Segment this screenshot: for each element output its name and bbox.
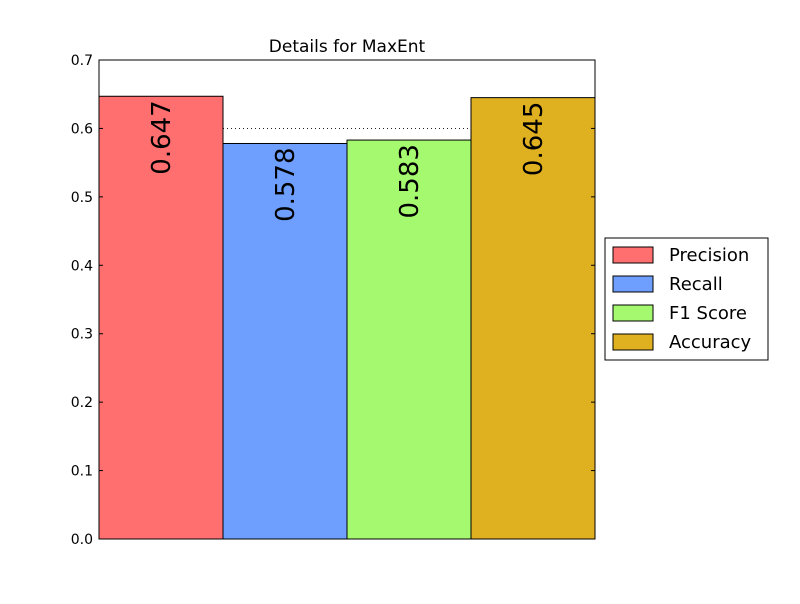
plot-frame [98, 59, 596, 540]
bar-value-label: 0.647 [147, 100, 177, 174]
legend-label: Accuracy [669, 332, 752, 353]
legend-label: F1 Score [669, 303, 747, 324]
legend-swatch [612, 333, 654, 351]
y-tick-label: 0.5 [71, 190, 93, 206]
y-tick-label: 0.7 [71, 53, 93, 69]
y-tick-label: 0.4 [71, 258, 93, 274]
y-tick-label: 0.3 [71, 327, 93, 343]
legend: Precision Recall F1 Score Accuracy [604, 237, 769, 361]
bar-value-label: 0.583 [395, 144, 425, 218]
y-axis: 0.0 0.1 0.2 0.3 0.4 0.5 0.6 0.7 [71, 53, 595, 548]
legend-swatch [612, 246, 654, 264]
bar-value-label: 0.645 [519, 102, 549, 176]
bar-value-labels: 0.647 0.578 0.583 0.645 [147, 100, 549, 222]
bars [98, 95, 596, 540]
legend-label: Precision [669, 245, 749, 266]
bar-value-label: 0.578 [271, 147, 301, 221]
y-tick-label: 0.2 [71, 395, 93, 411]
legend-label: Recall [669, 274, 723, 295]
legend-swatch [612, 275, 654, 293]
bar-accuracy [470, 97, 596, 540]
y-tick-label: 0.6 [71, 121, 93, 137]
chart-title: Details for MaxEnt [269, 37, 426, 57]
y-tick-label: 0.0 [71, 532, 93, 548]
y-tick-label: 0.1 [71, 464, 93, 480]
legend-swatch [612, 304, 654, 322]
bar-f1-score [346, 139, 472, 540]
bar-recall [222, 142, 348, 540]
